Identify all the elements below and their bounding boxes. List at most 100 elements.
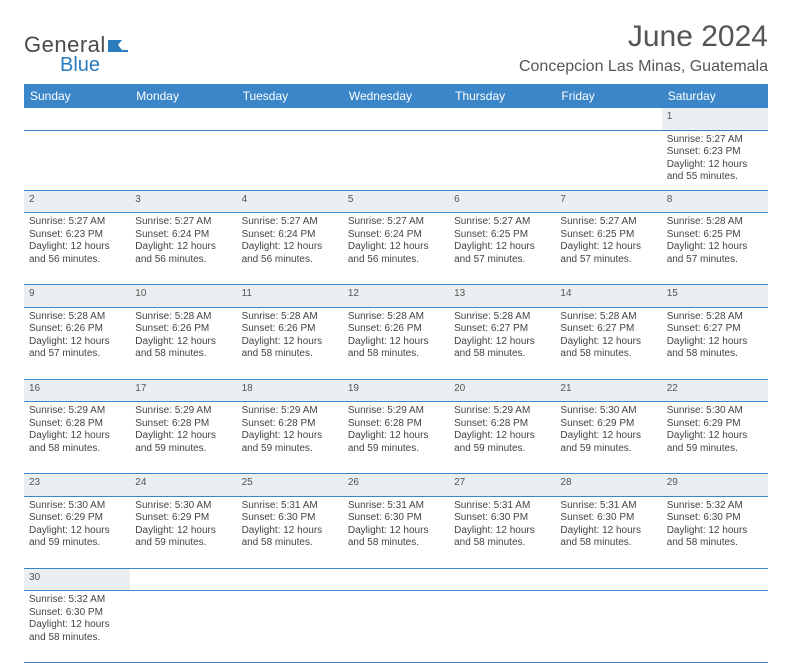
day-number-cell — [130, 568, 236, 591]
day-cell — [555, 130, 661, 190]
day-cell: Sunrise: 5:29 AMSunset: 6:28 PMDaylight:… — [237, 402, 343, 474]
day-info: Sunrise: 5:27 AMSunset: 6:24 PMDaylight:… — [135, 216, 231, 266]
day-number-cell: 22 — [662, 379, 768, 402]
day-number-cell: 25 — [237, 474, 343, 497]
day-info: Sunrise: 5:31 AMSunset: 6:30 PMDaylight:… — [242, 500, 338, 550]
day-info: Sunrise: 5:27 AMSunset: 6:25 PMDaylight:… — [454, 216, 550, 266]
day-number-row: 23242526272829 — [24, 474, 768, 497]
day-info: Sunrise: 5:30 AMSunset: 6:29 PMDaylight:… — [560, 405, 656, 455]
day-cell: Sunrise: 5:30 AMSunset: 6:29 PMDaylight:… — [662, 402, 768, 474]
day-info-row: Sunrise: 5:29 AMSunset: 6:28 PMDaylight:… — [24, 402, 768, 474]
day-cell: Sunrise: 5:29 AMSunset: 6:28 PMDaylight:… — [343, 402, 449, 474]
day-cell — [130, 130, 236, 190]
day-info: Sunrise: 5:28 AMSunset: 6:26 PMDaylight:… — [29, 311, 125, 361]
day-number-cell: 9 — [24, 285, 130, 308]
day-info: Sunrise: 5:29 AMSunset: 6:28 PMDaylight:… — [29, 405, 125, 455]
day-number-cell: 12 — [343, 285, 449, 308]
day-number-cell: 27 — [449, 474, 555, 497]
day-cell: Sunrise: 5:28 AMSunset: 6:26 PMDaylight:… — [24, 307, 130, 379]
day-number-row: 1 — [24, 108, 768, 130]
day-info: Sunrise: 5:28 AMSunset: 6:26 PMDaylight:… — [348, 311, 444, 361]
day-number-cell — [343, 568, 449, 591]
day-number-row: 9101112131415 — [24, 285, 768, 308]
day-info: Sunrise: 5:31 AMSunset: 6:30 PMDaylight:… — [348, 500, 444, 550]
day-number-cell — [449, 568, 555, 591]
day-info-row: Sunrise: 5:27 AMSunset: 6:23 PMDaylight:… — [24, 213, 768, 285]
day-cell: Sunrise: 5:27 AMSunset: 6:25 PMDaylight:… — [449, 213, 555, 285]
page-header: General June 2024 Concepcion Las Minas, … — [24, 20, 768, 76]
day-number-cell — [449, 108, 555, 130]
day-info: Sunrise: 5:28 AMSunset: 6:27 PMDaylight:… — [454, 311, 550, 361]
day-number-cell: 4 — [237, 190, 343, 213]
day-cell: Sunrise: 5:30 AMSunset: 6:29 PMDaylight:… — [24, 496, 130, 568]
day-cell: Sunrise: 5:29 AMSunset: 6:28 PMDaylight:… — [130, 402, 236, 474]
day-info: Sunrise: 5:32 AMSunset: 6:30 PMDaylight:… — [29, 594, 125, 644]
day-number-cell: 8 — [662, 190, 768, 213]
logo-flag-icon — [108, 38, 130, 57]
day-info: Sunrise: 5:28 AMSunset: 6:25 PMDaylight:… — [667, 216, 763, 266]
logo-blue-text-wrap: Blue — [62, 54, 100, 77]
weekday-header: Monday — [130, 84, 236, 108]
day-cell: Sunrise: 5:32 AMSunset: 6:30 PMDaylight:… — [24, 591, 130, 663]
day-number-cell: 14 — [555, 285, 661, 308]
day-info: Sunrise: 5:30 AMSunset: 6:29 PMDaylight:… — [135, 500, 231, 550]
day-number-cell — [343, 108, 449, 130]
day-cell: Sunrise: 5:28 AMSunset: 6:25 PMDaylight:… — [662, 213, 768, 285]
day-cell: Sunrise: 5:29 AMSunset: 6:28 PMDaylight:… — [24, 402, 130, 474]
calendar-header-row: SundayMondayTuesdayWednesdayThursdayFrid… — [24, 84, 768, 108]
day-cell — [237, 130, 343, 190]
day-number-cell: 26 — [343, 474, 449, 497]
day-cell: Sunrise: 5:30 AMSunset: 6:29 PMDaylight:… — [130, 496, 236, 568]
weekday-header: Sunday — [24, 84, 130, 108]
day-info: Sunrise: 5:28 AMSunset: 6:27 PMDaylight:… — [560, 311, 656, 361]
day-info: Sunrise: 5:29 AMSunset: 6:28 PMDaylight:… — [242, 405, 338, 455]
day-info: Sunrise: 5:32 AMSunset: 6:30 PMDaylight:… — [667, 500, 763, 550]
day-cell: Sunrise: 5:27 AMSunset: 6:23 PMDaylight:… — [662, 130, 768, 190]
day-number-cell: 10 — [130, 285, 236, 308]
day-number-cell — [662, 568, 768, 591]
day-cell: Sunrise: 5:28 AMSunset: 6:27 PMDaylight:… — [555, 307, 661, 379]
day-cell — [24, 130, 130, 190]
weekday-header: Friday — [555, 84, 661, 108]
day-number-cell: 17 — [130, 379, 236, 402]
day-info: Sunrise: 5:28 AMSunset: 6:27 PMDaylight:… — [667, 311, 763, 361]
day-cell: Sunrise: 5:28 AMSunset: 6:27 PMDaylight:… — [662, 307, 768, 379]
day-cell — [449, 130, 555, 190]
day-number-cell: 20 — [449, 379, 555, 402]
day-cell: Sunrise: 5:27 AMSunset: 6:25 PMDaylight:… — [555, 213, 661, 285]
logo-text-blue: Blue — [60, 54, 100, 76]
day-cell: Sunrise: 5:29 AMSunset: 6:28 PMDaylight:… — [449, 402, 555, 474]
day-cell: Sunrise: 5:28 AMSunset: 6:26 PMDaylight:… — [343, 307, 449, 379]
day-cell: Sunrise: 5:27 AMSunset: 6:24 PMDaylight:… — [237, 213, 343, 285]
day-number-cell — [555, 568, 661, 591]
day-cell: Sunrise: 5:27 AMSunset: 6:23 PMDaylight:… — [24, 213, 130, 285]
weekday-header: Thursday — [449, 84, 555, 108]
day-info: Sunrise: 5:29 AMSunset: 6:28 PMDaylight:… — [454, 405, 550, 455]
day-number-cell: 30 — [24, 568, 130, 591]
day-number-row: 2345678 — [24, 190, 768, 213]
day-info-row: Sunrise: 5:27 AMSunset: 6:23 PMDaylight:… — [24, 130, 768, 190]
day-number-cell: 3 — [130, 190, 236, 213]
day-info: Sunrise: 5:27 AMSunset: 6:25 PMDaylight:… — [560, 216, 656, 266]
day-info: Sunrise: 5:27 AMSunset: 6:24 PMDaylight:… — [348, 216, 444, 266]
calendar-table: SundayMondayTuesdayWednesdayThursdayFrid… — [24, 84, 768, 663]
day-number-cell: 23 — [24, 474, 130, 497]
day-info: Sunrise: 5:28 AMSunset: 6:26 PMDaylight:… — [135, 311, 231, 361]
day-cell: Sunrise: 5:31 AMSunset: 6:30 PMDaylight:… — [343, 496, 449, 568]
day-number-cell: 28 — [555, 474, 661, 497]
day-number-cell: 7 — [555, 190, 661, 213]
day-info-row: Sunrise: 5:28 AMSunset: 6:26 PMDaylight:… — [24, 307, 768, 379]
day-number-cell — [237, 108, 343, 130]
day-number-cell: 11 — [237, 285, 343, 308]
day-cell — [237, 591, 343, 663]
day-cell — [662, 591, 768, 663]
day-info: Sunrise: 5:31 AMSunset: 6:30 PMDaylight:… — [454, 500, 550, 550]
day-number-cell: 29 — [662, 474, 768, 497]
day-info-row: Sunrise: 5:30 AMSunset: 6:29 PMDaylight:… — [24, 496, 768, 568]
day-info: Sunrise: 5:28 AMSunset: 6:26 PMDaylight:… — [242, 311, 338, 361]
day-number-cell — [555, 108, 661, 130]
day-cell — [449, 591, 555, 663]
day-info: Sunrise: 5:31 AMSunset: 6:30 PMDaylight:… — [560, 500, 656, 550]
day-info: Sunrise: 5:27 AMSunset: 6:23 PMDaylight:… — [29, 216, 125, 266]
month-title: June 2024 — [519, 20, 768, 54]
